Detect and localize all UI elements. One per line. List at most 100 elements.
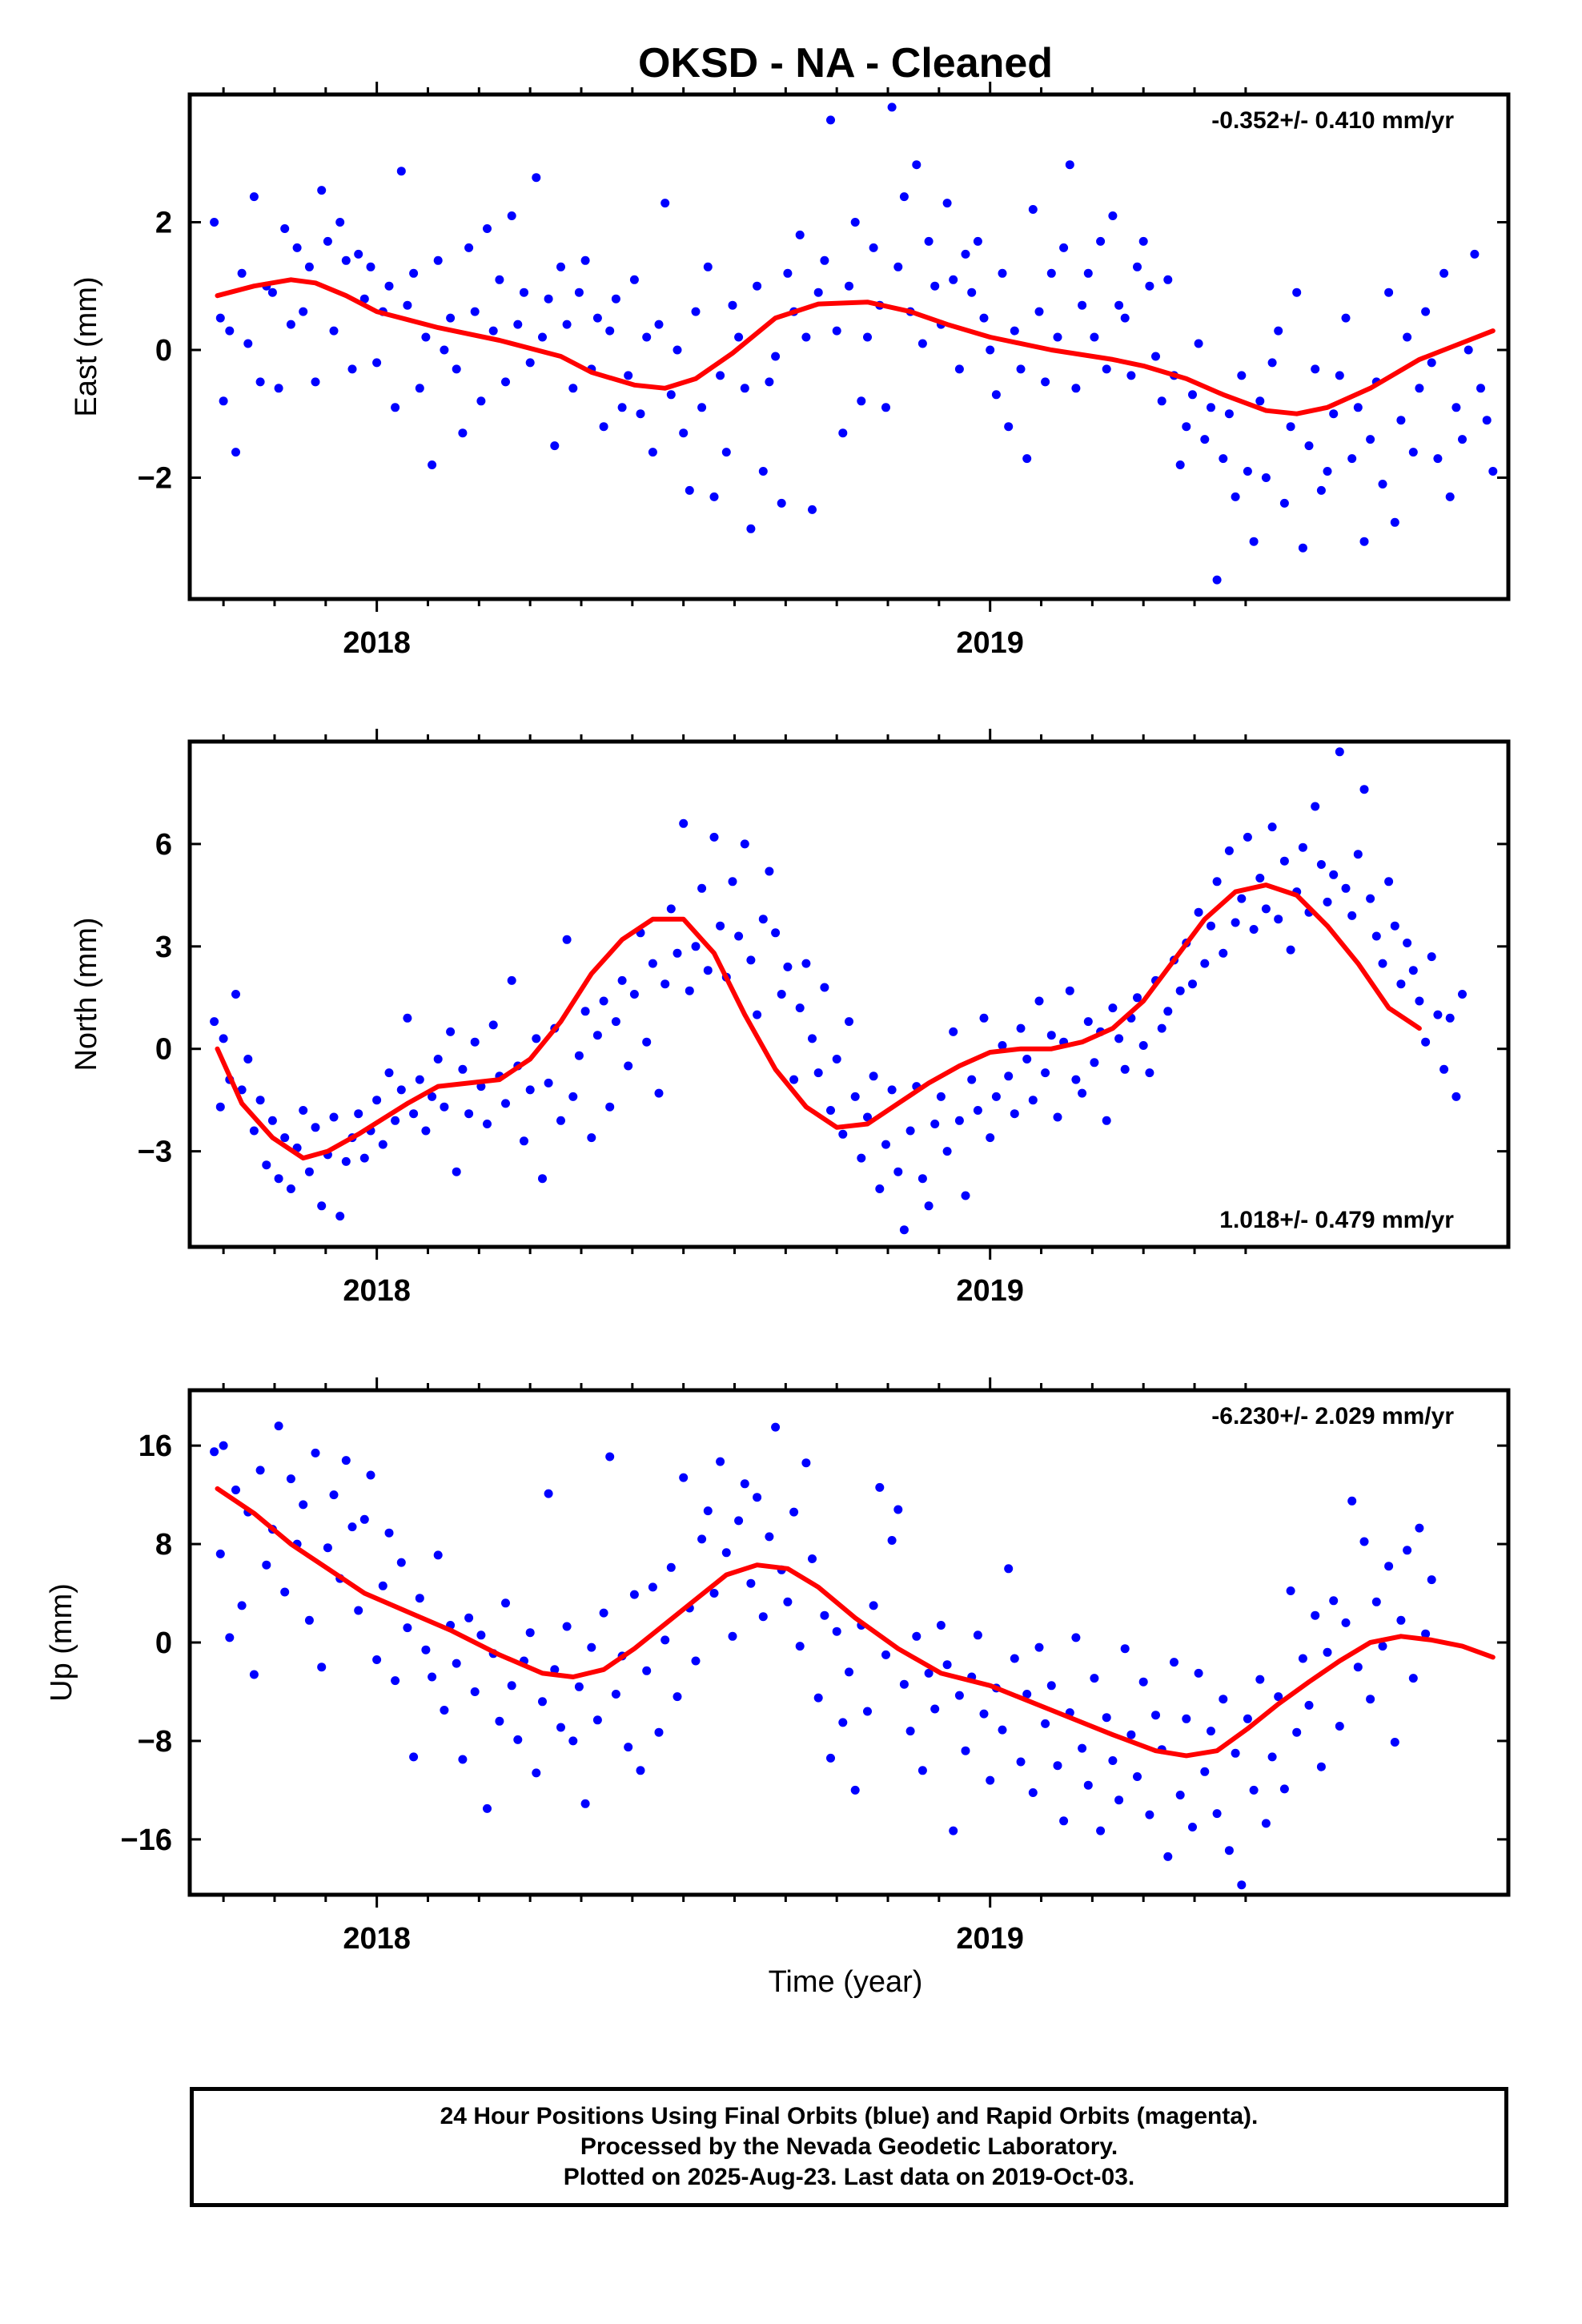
x-tick-label: 2018: [343, 1922, 411, 1956]
data-point: [832, 326, 841, 336]
data-point: [820, 1610, 829, 1620]
footer-caption-box: 24 Hour Positions Using Final Orbits (bl…: [190, 2087, 1508, 2207]
data-point: [777, 990, 786, 999]
data-point: [1138, 1041, 1148, 1050]
data-point: [1237, 371, 1247, 380]
data-point: [1028, 1096, 1038, 1105]
data-point: [286, 1184, 295, 1193]
data-point: [1366, 435, 1375, 444]
data-point: [1022, 1690, 1032, 1699]
data-point: [642, 1666, 652, 1675]
data-point: [428, 1672, 437, 1682]
data-point: [1237, 894, 1247, 903]
data-point: [642, 1037, 652, 1047]
data-point: [592, 1031, 602, 1040]
y-tick-label: 3: [155, 931, 172, 964]
data-point: [311, 1123, 320, 1132]
y-axis-title: North (mm): [70, 917, 103, 1071]
y-tick-label: 0: [155, 1033, 172, 1067]
data-point: [1421, 1037, 1431, 1047]
data-point: [1200, 435, 1210, 444]
data-point: [1470, 0, 1479, 5]
data-point: [470, 1037, 480, 1047]
data-point: [1046, 268, 1056, 278]
data-point: [299, 307, 308, 316]
plot-area: [210, 0, 1492, 1235]
data-point: [1004, 1072, 1014, 1081]
data-point: [580, 255, 590, 265]
data-point: [464, 243, 474, 252]
data-point: [758, 1612, 768, 1622]
data-point: [648, 1582, 657, 1592]
data-point: [1249, 537, 1259, 546]
data-point: [813, 287, 823, 297]
data-point: [1483, 0, 1492, 5]
data-point: [1249, 925, 1259, 934]
data-point: [1182, 1714, 1191, 1723]
data-point: [311, 377, 320, 387]
y-axis-title: East (mm): [70, 276, 103, 416]
data-point: [1108, 1756, 1118, 1765]
data-point: [1335, 1722, 1344, 1731]
data-point: [428, 460, 437, 469]
data-point: [1243, 1714, 1252, 1723]
data-point: [341, 255, 351, 265]
data-point: [845, 1667, 853, 1677]
data-point: [611, 1690, 620, 1699]
data-point: [359, 294, 369, 304]
data-point: [1090, 1674, 1099, 1683]
data-point: [507, 975, 516, 985]
data-point: [562, 935, 572, 944]
data-point: [863, 1112, 872, 1122]
data-point: [1359, 1537, 1369, 1546]
data-point: [1390, 921, 1399, 931]
data-point: [666, 1562, 676, 1572]
data-point: [648, 448, 657, 457]
data-point: [1065, 160, 1074, 170]
data-point: [1126, 371, 1136, 380]
data-point: [1316, 860, 1326, 869]
data-point: [673, 948, 682, 958]
data-point: [1279, 1784, 1289, 1794]
data-point: [685, 986, 694, 995]
data-point: [292, 243, 302, 252]
data-point: [1224, 1846, 1234, 1856]
data-point: [1458, 990, 1467, 999]
data-point: [826, 1106, 835, 1115]
data-point: [415, 1594, 424, 1603]
data-point: [255, 1466, 265, 1475]
data-point: [1396, 1615, 1406, 1625]
data-point: [464, 1109, 474, 1119]
data-point: [881, 1140, 890, 1149]
data-point: [1341, 1618, 1351, 1627]
data-point: [887, 103, 897, 112]
data-point: [1267, 358, 1277, 368]
data-point: [1034, 307, 1044, 316]
data-point: [820, 255, 829, 265]
data-point: [1274, 1692, 1283, 1702]
data-point: [538, 332, 547, 342]
data-point: [1170, 1658, 1178, 1667]
data-point: [329, 1490, 339, 1500]
data-point: [262, 1560, 271, 1570]
data-point: [237, 1085, 247, 1095]
data-point: [335, 218, 345, 227]
data-point: [1071, 1633, 1081, 1642]
data-point: [1464, 345, 1473, 355]
data-point: [857, 396, 866, 406]
data-point: [299, 1500, 308, 1510]
data-point: [845, 281, 853, 291]
data-point: [795, 1642, 805, 1651]
data-point: [611, 1017, 620, 1027]
data-point: [599, 996, 608, 1006]
data-point: [1090, 1058, 1099, 1068]
fit-curve: [215, 1486, 1496, 1759]
data-point: [1237, 1880, 1247, 1890]
data-point: [1488, 467, 1498, 476]
data-point: [1207, 1727, 1215, 1736]
data-point: [1353, 1663, 1363, 1672]
data-point: [924, 1668, 934, 1678]
data-point: [1335, 371, 1344, 380]
data-point: [215, 1549, 225, 1558]
data-point: [1482, 416, 1492, 425]
